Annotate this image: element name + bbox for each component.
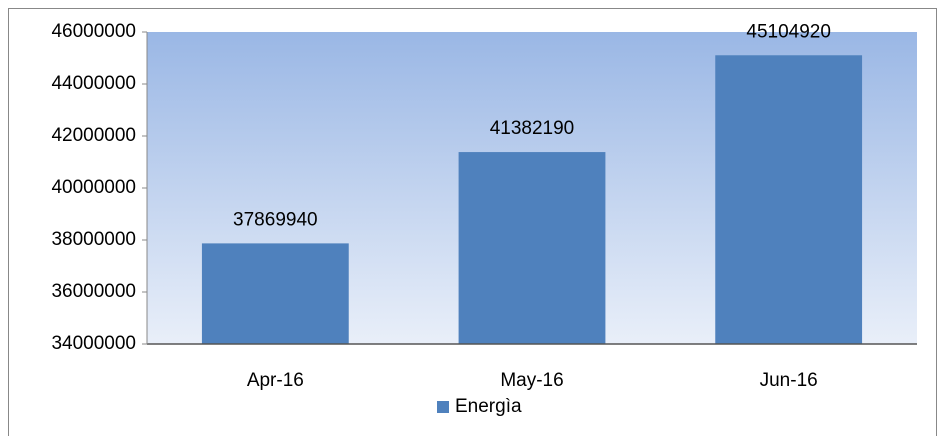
y-tick-label: 34000000 [51, 333, 136, 354]
bar [458, 152, 606, 344]
y-tick-label: 46000000 [51, 21, 136, 42]
data-label: 45104920 [746, 21, 831, 42]
bar [201, 243, 349, 344]
y-tick-label: 36000000 [51, 281, 136, 302]
x-tick-label: Apr-16 [247, 370, 304, 391]
y-tick-label: 42000000 [51, 125, 136, 146]
y-tick-label: 44000000 [51, 73, 136, 94]
legend-label: Energìa [455, 396, 522, 417]
x-tick-label: May-16 [500, 370, 563, 391]
data-label: 37869940 [233, 209, 318, 230]
y-tick-label: 40000000 [51, 177, 136, 198]
x-tick-label: Jun-16 [760, 370, 818, 391]
bar [715, 55, 863, 344]
legend-swatch [437, 401, 449, 413]
data-label: 41382190 [490, 118, 575, 139]
y-tick-label: 38000000 [51, 229, 136, 250]
